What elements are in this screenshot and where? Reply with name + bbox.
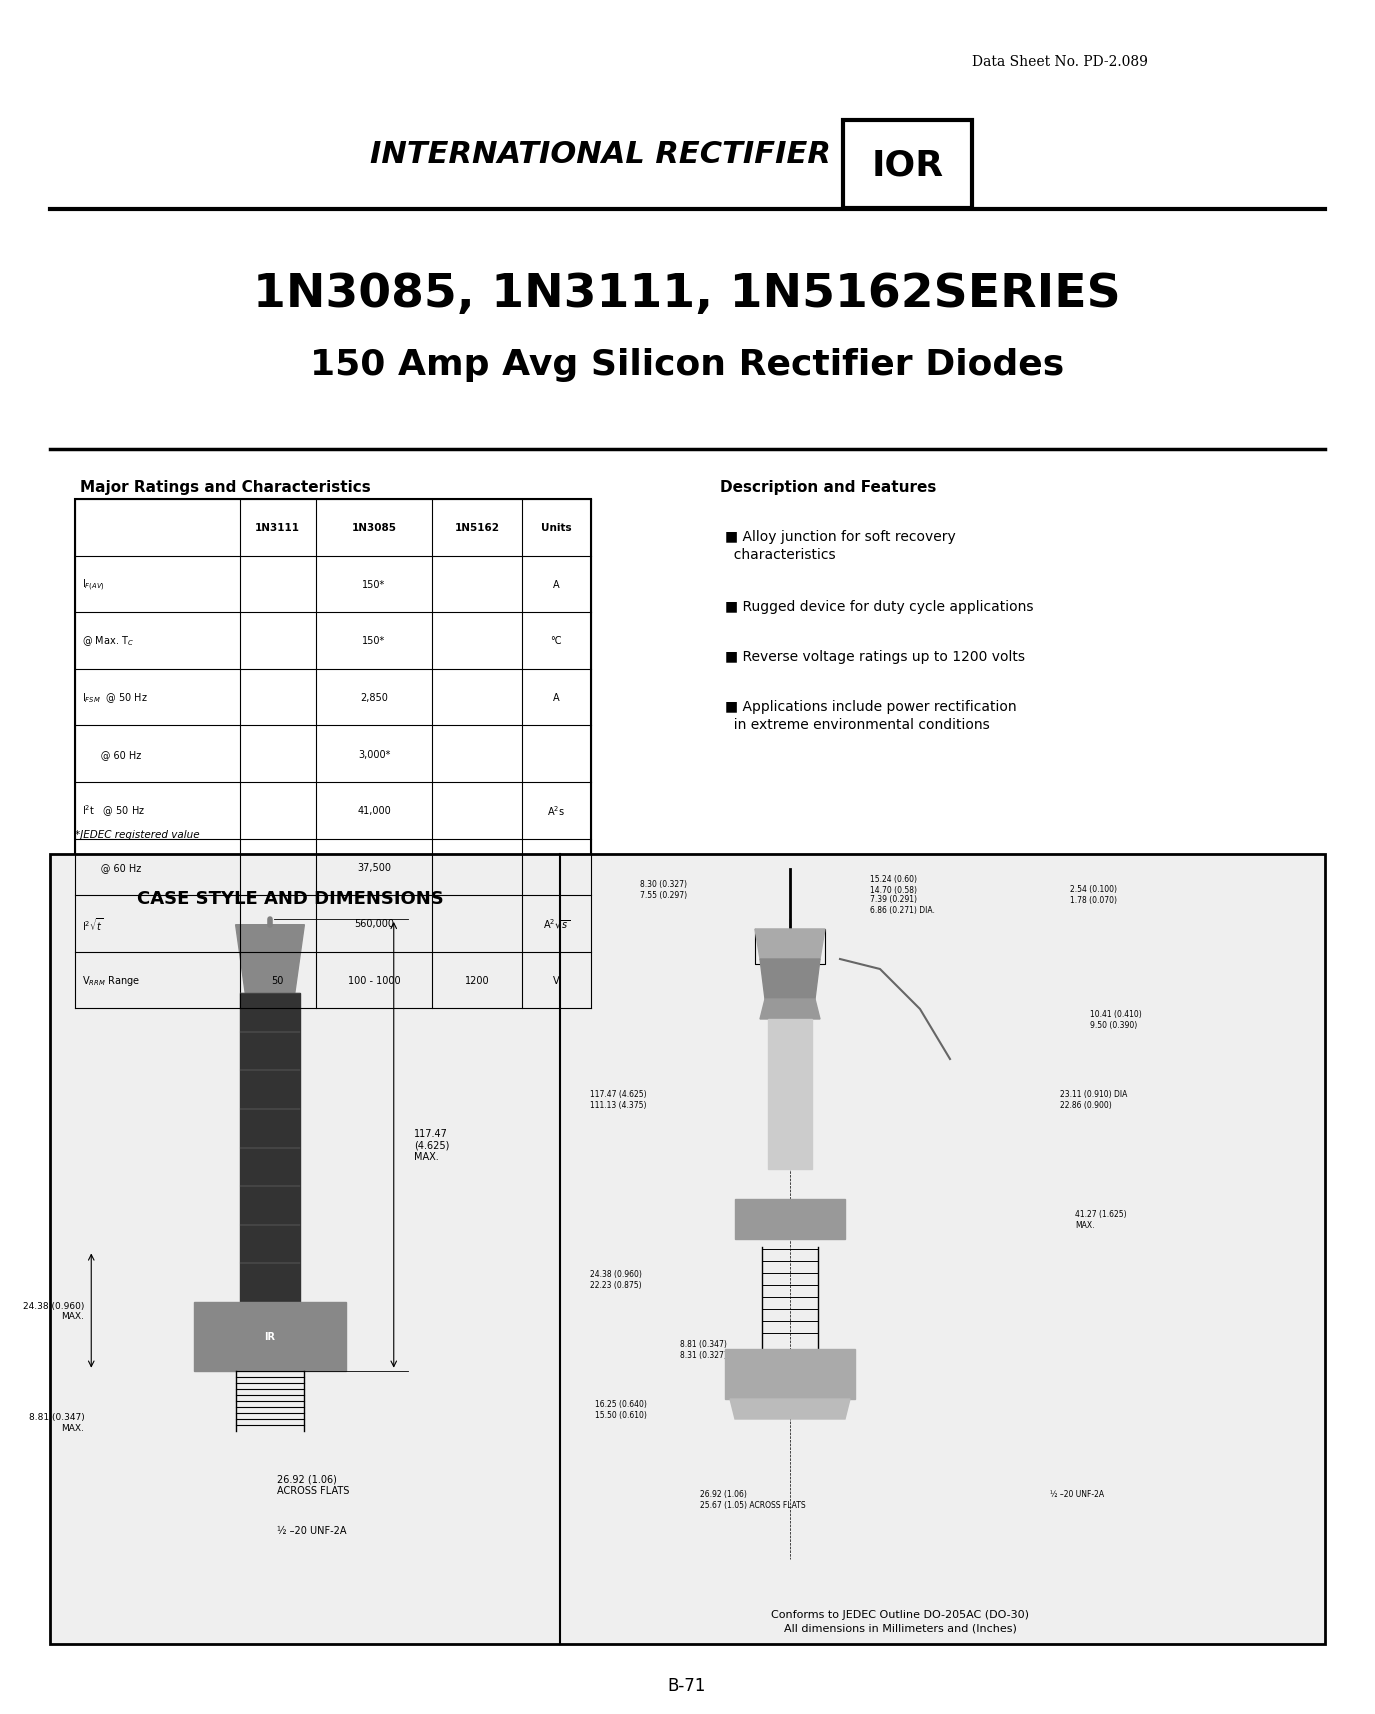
Text: A$^2\sqrt{s}$: A$^2\sqrt{s}$ bbox=[543, 917, 569, 931]
Text: 2.54 (0.100)
1.78 (0.070): 2.54 (0.100) 1.78 (0.070) bbox=[1070, 884, 1116, 905]
Text: 37,500: 37,500 bbox=[358, 862, 390, 872]
Text: 1N5162: 1N5162 bbox=[455, 523, 499, 533]
Text: 2,850: 2,850 bbox=[360, 692, 388, 703]
Text: 1200: 1200 bbox=[465, 975, 490, 986]
Text: V$_{RRM}$ Range: V$_{RRM}$ Range bbox=[82, 974, 140, 987]
Text: INTERNATIONAL RECTIFIER: INTERNATIONAL RECTIFIER bbox=[370, 141, 830, 170]
Text: Data Sheet No. PD-2.089: Data Sheet No. PD-2.089 bbox=[972, 55, 1148, 69]
Text: 41.27 (1.625)
MAX.: 41.27 (1.625) MAX. bbox=[1075, 1210, 1126, 1229]
Text: 24.38 (0.960)
22.23 (0.875): 24.38 (0.960) 22.23 (0.875) bbox=[590, 1270, 642, 1289]
Text: 3,000*: 3,000* bbox=[358, 749, 390, 759]
Polygon shape bbox=[194, 1303, 345, 1371]
Text: I$_{FSM}$  @ 50 Hz: I$_{FSM}$ @ 50 Hz bbox=[82, 691, 147, 704]
Polygon shape bbox=[755, 929, 825, 960]
Text: B-71: B-71 bbox=[668, 1676, 707, 1693]
Polygon shape bbox=[239, 994, 300, 1303]
Text: 41,000: 41,000 bbox=[358, 806, 390, 816]
Text: ■ Alloy junction for soft recovery
  characteristics: ■ Alloy junction for soft recovery chara… bbox=[725, 530, 956, 562]
FancyBboxPatch shape bbox=[49, 855, 1326, 1644]
Text: Major Ratings and Characteristics: Major Ratings and Characteristics bbox=[80, 480, 371, 495]
Text: Units: Units bbox=[540, 523, 572, 533]
Polygon shape bbox=[760, 999, 820, 1020]
Text: 26.92 (1.06)
ACROSS FLATS: 26.92 (1.06) ACROSS FLATS bbox=[276, 1474, 349, 1495]
Text: 8.81 (0.347)
8.31 (0.327): 8.81 (0.347) 8.31 (0.327) bbox=[681, 1339, 727, 1359]
Text: I$_{F(AV)}$: I$_{F(AV)}$ bbox=[82, 578, 104, 593]
Polygon shape bbox=[730, 1399, 850, 1419]
Text: Conforms to JEDEC Outline DO-205AC (DO-30)
All dimensions in Millimeters and (In: Conforms to JEDEC Outline DO-205AC (DO-3… bbox=[771, 1609, 1028, 1633]
Text: ½ –20 UNF-2A: ½ –20 UNF-2A bbox=[1050, 1489, 1104, 1498]
Text: 560,000: 560,000 bbox=[355, 919, 395, 929]
Text: A: A bbox=[553, 692, 560, 703]
Polygon shape bbox=[769, 1020, 813, 1169]
Text: 24.38 (0.960)
MAX.: 24.38 (0.960) MAX. bbox=[23, 1301, 84, 1320]
Text: 150*: 150* bbox=[363, 636, 385, 646]
Text: Description and Features: Description and Features bbox=[720, 480, 936, 495]
Text: IR: IR bbox=[264, 1332, 275, 1342]
Text: 23.11 (0.910) DIA
22.86 (0.900): 23.11 (0.910) DIA 22.86 (0.900) bbox=[1060, 1090, 1128, 1109]
Text: *JEDEC registered value: *JEDEC registered value bbox=[76, 830, 199, 840]
Text: 150 Amp Avg Silicon Rectifier Diodes: 150 Amp Avg Silicon Rectifier Diodes bbox=[309, 348, 1064, 382]
Text: 150*: 150* bbox=[363, 579, 385, 590]
Text: V: V bbox=[553, 975, 560, 986]
Text: ■ Applications include power rectification
  in extreme environmental conditions: ■ Applications include power rectificati… bbox=[725, 699, 1016, 732]
Text: 100 - 1000: 100 - 1000 bbox=[348, 975, 400, 986]
Text: @ Max. T$_C$: @ Max. T$_C$ bbox=[82, 634, 133, 648]
Text: 10.41 (0.410)
9.50 (0.390): 10.41 (0.410) 9.50 (0.390) bbox=[1090, 1010, 1141, 1030]
Text: ■ Reverse voltage ratings up to 1200 volts: ■ Reverse voltage ratings up to 1200 vol… bbox=[725, 650, 1024, 663]
Bar bbox=[76, 500, 591, 1010]
Text: 15.24 (0.60)
14.70 (0.58): 15.24 (0.60) 14.70 (0.58) bbox=[870, 874, 917, 895]
FancyBboxPatch shape bbox=[843, 122, 972, 209]
Text: I$^2$t   @ 50 Hz: I$^2$t @ 50 Hz bbox=[82, 802, 144, 819]
Text: 50: 50 bbox=[272, 975, 285, 986]
Text: A: A bbox=[553, 579, 560, 590]
Polygon shape bbox=[725, 1349, 855, 1399]
Text: 8.30 (0.327)
7.55 (0.297): 8.30 (0.327) 7.55 (0.297) bbox=[639, 879, 688, 900]
Text: °C: °C bbox=[550, 636, 562, 646]
Polygon shape bbox=[235, 926, 304, 994]
Text: 117.47
(4.625)
MAX.: 117.47 (4.625) MAX. bbox=[414, 1128, 450, 1162]
Text: 8.81 (0.347)
MAX.: 8.81 (0.347) MAX. bbox=[29, 1412, 84, 1431]
Text: 1N3111: 1N3111 bbox=[256, 523, 300, 533]
Text: IOR: IOR bbox=[872, 147, 943, 182]
Text: ½ –20 UNF-2A: ½ –20 UNF-2A bbox=[276, 1525, 346, 1536]
Text: I$^2$$\sqrt{t}$: I$^2$$\sqrt{t}$ bbox=[82, 915, 103, 932]
Text: CASE STYLE AND DIMENSIONS: CASE STYLE AND DIMENSIONS bbox=[136, 890, 443, 907]
Text: @ 60 Hz: @ 60 Hz bbox=[82, 862, 142, 872]
Polygon shape bbox=[760, 960, 820, 999]
Text: 117.47 (4.625)
111.13 (4.375): 117.47 (4.625) 111.13 (4.375) bbox=[590, 1090, 646, 1109]
Text: 1N3085: 1N3085 bbox=[352, 523, 396, 533]
Text: 26.92 (1.06)
25.67 (1.05) ACROSS FLATS: 26.92 (1.06) 25.67 (1.05) ACROSS FLATS bbox=[700, 1489, 806, 1510]
Text: 16.25 (0.640)
15.50 (0.610): 16.25 (0.640) 15.50 (0.610) bbox=[595, 1399, 646, 1419]
Text: 7.39 (0.291)
6.86 (0.271) DIA.: 7.39 (0.291) 6.86 (0.271) DIA. bbox=[870, 895, 935, 915]
Text: @ 60 Hz: @ 60 Hz bbox=[82, 749, 142, 759]
Text: ■ Rugged device for duty cycle applications: ■ Rugged device for duty cycle applicati… bbox=[725, 600, 1034, 614]
Polygon shape bbox=[736, 1200, 846, 1239]
Text: 1N3085, 1N3111, 1N5162SERIES: 1N3085, 1N3111, 1N5162SERIES bbox=[253, 273, 1121, 317]
Text: A$^2$s: A$^2$s bbox=[547, 804, 565, 818]
